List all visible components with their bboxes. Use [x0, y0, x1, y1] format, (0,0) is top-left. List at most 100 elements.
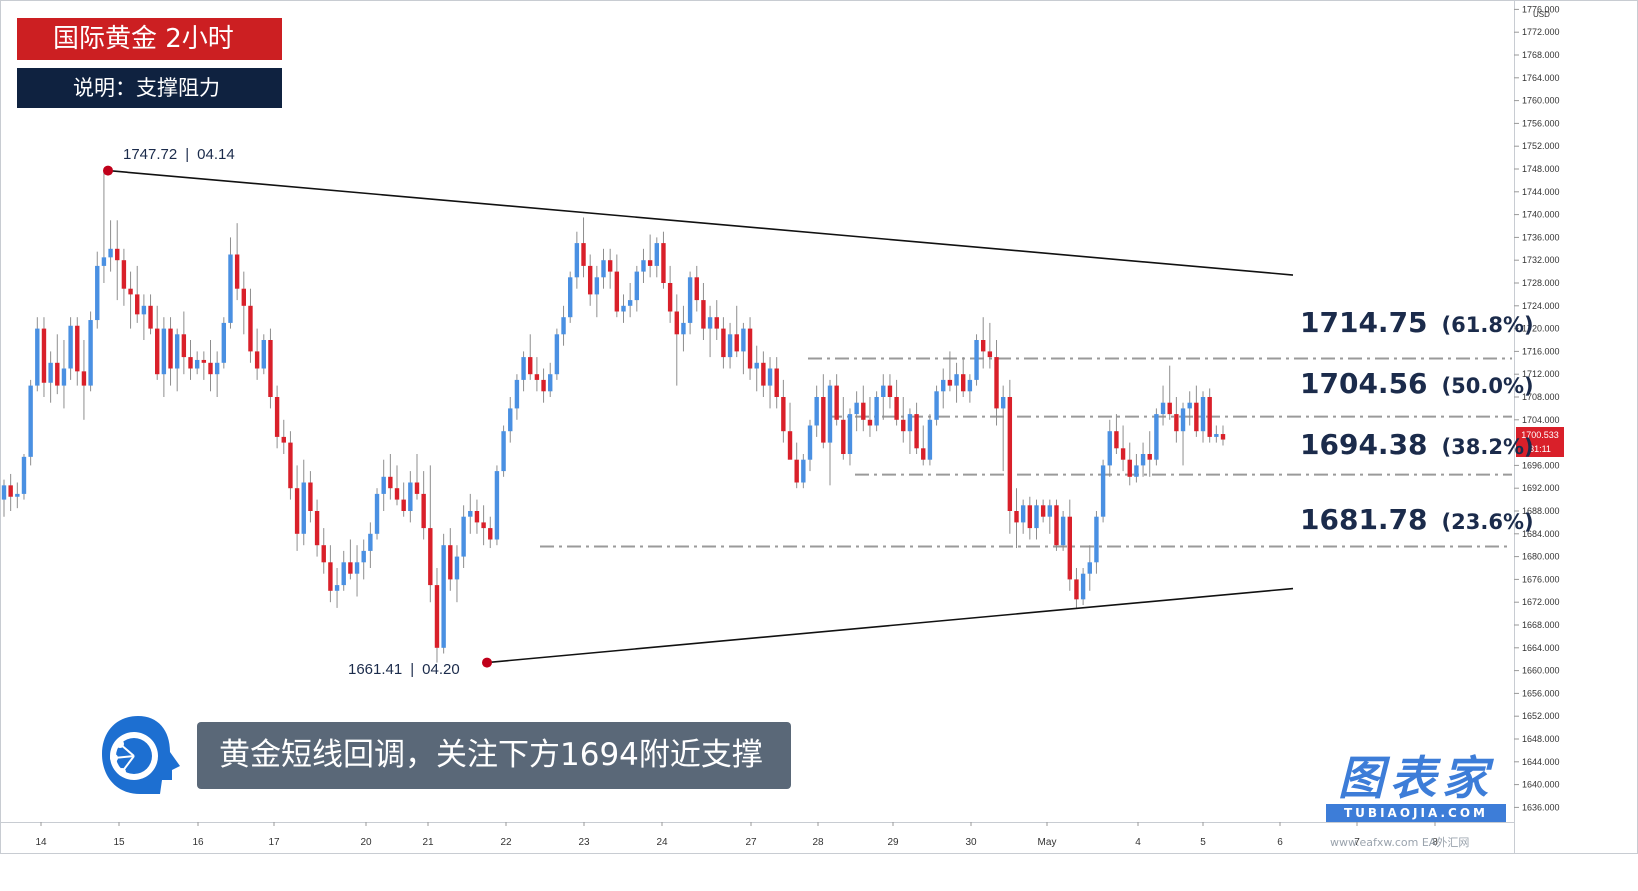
candle-up	[301, 482, 306, 534]
candle-down	[414, 482, 420, 494]
candle-down	[894, 397, 899, 420]
candle-up	[174, 334, 180, 369]
candle-down	[434, 585, 440, 648]
candle-down	[55, 362, 60, 386]
candle-down	[1027, 505, 1033, 529]
candle-up	[468, 511, 473, 517]
candle-down	[1054, 505, 1059, 546]
price-tick-label: 1660.000	[1522, 666, 1560, 676]
candle-up	[634, 271, 640, 301]
price-tick-label: 1672.000	[1522, 597, 1560, 607]
candle-up	[194, 359, 200, 369]
candle-up	[1154, 414, 1159, 460]
candle-up	[548, 374, 553, 392]
candle-down	[607, 260, 613, 272]
candle-down	[661, 243, 666, 283]
candle-up	[95, 265, 100, 321]
price-tick-label: 1748.000	[1522, 164, 1560, 174]
candle-up	[441, 545, 446, 648]
time-tick-label: 15	[113, 837, 125, 848]
candle-up	[954, 374, 959, 386]
candle-up	[654, 243, 659, 266]
candle-up	[1100, 465, 1106, 517]
price-tick-label: 1648.000	[1522, 734, 1560, 744]
candle-down	[288, 442, 293, 489]
candle-down	[534, 374, 540, 380]
trough-label: 1661.41 | 04.20	[348, 661, 460, 678]
candle-down	[781, 397, 786, 432]
price-tick-label: 1676.000	[1522, 574, 1560, 584]
candle-up	[28, 385, 33, 457]
candle-up	[941, 379, 946, 392]
price-tick-label: 1760.000	[1522, 96, 1560, 106]
time-tick-label: 30	[965, 837, 977, 848]
candle-up	[354, 562, 360, 574]
candle-up	[934, 391, 939, 420]
fib-pct: (38.2%)	[1441, 435, 1534, 459]
countdown-label: 31:11	[1529, 444, 1551, 454]
price-tick-label: 1744.000	[1522, 187, 1560, 197]
candle-down	[241, 288, 247, 306]
candle-up	[927, 419, 933, 460]
candle-up	[881, 385, 886, 397]
price-tick-label: 1664.000	[1522, 643, 1560, 653]
candle-up	[1080, 573, 1086, 600]
price-tick-label: 1768.000	[1522, 50, 1560, 60]
candle-down	[921, 448, 926, 460]
fib-price: 1714.75	[1300, 306, 1428, 339]
fib-price: 1694.38	[1300, 428, 1428, 461]
time-tick-label: 5	[1200, 837, 1206, 848]
fib-label-382: 1694.38 (38.2%)	[1300, 428, 1534, 461]
time-tick-label: 23	[578, 837, 590, 848]
chart-frame	[0, 0, 1638, 854]
time-tick-label: 24	[656, 837, 668, 848]
candle-up	[334, 585, 340, 591]
price-tick-label: 1712.000	[1522, 369, 1560, 379]
candle-up	[381, 476, 386, 494]
candle-down	[834, 385, 839, 420]
support-trendline	[486, 587, 1294, 664]
price-tick-label: 1772.000	[1522, 27, 1560, 37]
candle-up	[727, 334, 733, 358]
candle-up	[1107, 431, 1112, 466]
candle-up	[214, 362, 220, 375]
candle-up	[1180, 408, 1186, 432]
candle-up	[814, 397, 819, 426]
candle-down	[821, 397, 826, 443]
candle-down	[980, 340, 986, 352]
candle-down	[1114, 431, 1119, 449]
candle-down	[121, 260, 127, 289]
candle-up	[1000, 397, 1006, 409]
candle-down	[1067, 516, 1072, 580]
fib-pct: (50.0%)	[1441, 374, 1534, 398]
candle-up	[568, 277, 573, 318]
candle-down	[1207, 397, 1212, 437]
candle-down	[234, 254, 240, 289]
candle-up	[621, 305, 626, 312]
candle-up	[1094, 516, 1099, 563]
candle-down	[747, 328, 753, 369]
time-tick-label: 21	[422, 837, 434, 848]
trendlines	[103, 165, 1294, 668]
candle-down	[394, 488, 400, 500]
candle-up	[1200, 397, 1206, 432]
peak-marker	[103, 165, 113, 176]
candle-down	[488, 528, 493, 540]
candle-down	[887, 385, 893, 397]
price-tick-label: 1696.000	[1522, 460, 1560, 470]
candle-up	[514, 379, 520, 409]
price-tick-label: 1732.000	[1522, 255, 1560, 265]
analysis-caption: 黄金短线回调，关注下方1694附近支撑	[197, 722, 791, 789]
candle-down	[1127, 459, 1132, 477]
candle-down	[587, 265, 593, 295]
candle-down	[481, 522, 486, 529]
candle-down	[867, 419, 873, 426]
time-tick-label: 14	[35, 837, 47, 848]
candle-up	[361, 550, 366, 563]
candle-down	[541, 379, 546, 392]
candle-up	[374, 493, 380, 534]
candle-up	[508, 408, 513, 432]
price-tick-label: 1764.000	[1522, 73, 1560, 83]
time-tick-label: 22	[500, 837, 512, 848]
